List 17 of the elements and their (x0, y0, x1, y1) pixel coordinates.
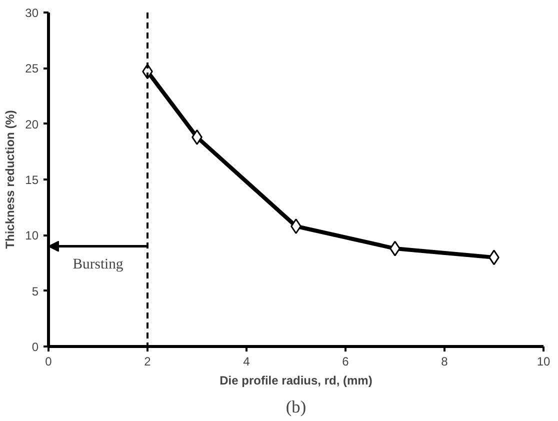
y-tick-label: 25 (25, 62, 39, 76)
x-tick-label: 6 (342, 354, 350, 368)
text: (b) (286, 398, 306, 416)
y-axis-title: Thickness reduction (%) (3, 110, 18, 249)
y-tick-label: 5 (32, 284, 39, 298)
y-tick-label: 10 (25, 228, 39, 243)
x-axis-title: Die profile radius, rd, (mm) (220, 374, 372, 388)
y-tick-label: 20 (25, 117, 39, 132)
annotation: Bursting (72, 256, 124, 272)
y-tick-label: 15 (25, 173, 39, 187)
y-tick-label: 30 (25, 6, 39, 20)
x-tick-label: 10 (536, 354, 550, 368)
y-tick-label: 0 (32, 340, 39, 354)
x-tick-label: 0 (45, 354, 52, 368)
x-tick-label: 8 (441, 354, 448, 368)
x-tick-label: 2 (144, 354, 152, 368)
x-tick-label: 4 (243, 354, 250, 368)
